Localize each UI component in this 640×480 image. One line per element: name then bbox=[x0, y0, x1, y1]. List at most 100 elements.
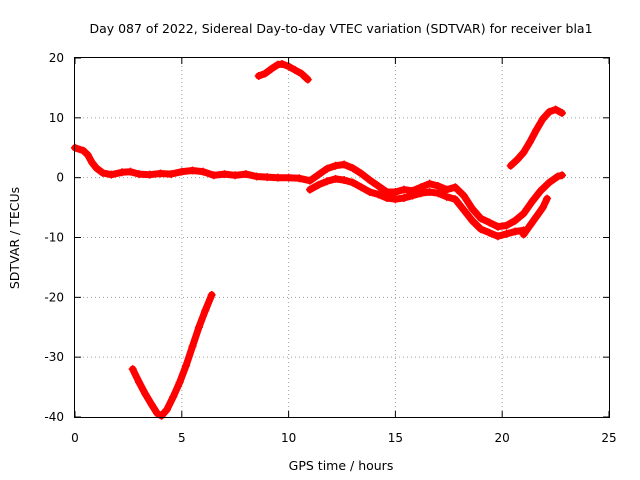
data-point bbox=[303, 75, 312, 84]
data-point bbox=[408, 191, 417, 200]
data-point bbox=[485, 228, 494, 237]
data-point bbox=[553, 172, 562, 181]
x-tick-labels: 0 5 10 15 20 25 bbox=[71, 431, 616, 445]
data-point bbox=[528, 197, 537, 206]
y-tick-labels: -40 -30 -20 -10 0 10 20 bbox=[44, 51, 64, 424]
data-point bbox=[261, 69, 270, 78]
data-point bbox=[147, 401, 156, 410]
data-point bbox=[493, 232, 502, 241]
data-point bbox=[538, 115, 547, 124]
x-tick-label: 5 bbox=[178, 431, 186, 445]
data-point bbox=[502, 229, 511, 238]
data-point bbox=[532, 125, 541, 134]
data-point bbox=[284, 173, 293, 182]
data-point bbox=[263, 173, 272, 182]
data-point bbox=[476, 214, 485, 223]
data-point bbox=[153, 409, 162, 418]
data-point bbox=[459, 205, 468, 214]
series-main-band-lower bbox=[305, 174, 528, 241]
data-series bbox=[71, 59, 567, 420]
data-point bbox=[98, 168, 107, 177]
data-point bbox=[295, 174, 304, 183]
data-point bbox=[107, 170, 116, 179]
data-point bbox=[451, 195, 460, 204]
data-point bbox=[145, 170, 154, 179]
data-point bbox=[511, 227, 520, 236]
data-point bbox=[92, 164, 101, 173]
data-point bbox=[493, 222, 502, 231]
data-point bbox=[525, 221, 534, 230]
y-tick-label: -40 bbox=[44, 410, 64, 424]
y-tick-label: -30 bbox=[44, 350, 64, 364]
x-axis-label: GPS time / hours bbox=[289, 458, 394, 473]
chart-title: Day 087 of 2022, Sidereal Day-to-day VTE… bbox=[89, 21, 592, 36]
y-tick-label: -20 bbox=[44, 290, 64, 304]
series-late-upper-branch bbox=[506, 105, 567, 170]
data-point bbox=[331, 174, 340, 183]
data-point bbox=[201, 306, 210, 315]
series-late-lower-branch bbox=[519, 194, 552, 239]
x-tick-label: 10 bbox=[281, 431, 296, 445]
data-point bbox=[558, 171, 567, 180]
data-point bbox=[254, 71, 263, 80]
data-point bbox=[135, 170, 144, 179]
data-point bbox=[532, 212, 541, 221]
data-point bbox=[141, 390, 150, 399]
data-point bbox=[538, 203, 547, 212]
data-point bbox=[252, 172, 261, 181]
data-point bbox=[199, 167, 208, 176]
data-point bbox=[543, 194, 552, 203]
data-point bbox=[188, 166, 197, 175]
data-point bbox=[340, 160, 349, 169]
data-point bbox=[273, 173, 282, 182]
data-point bbox=[297, 69, 306, 78]
data-point bbox=[207, 290, 216, 299]
y-tick-label: 0 bbox=[56, 171, 64, 185]
data-point bbox=[156, 169, 165, 178]
data-point bbox=[291, 65, 300, 74]
data-point bbox=[88, 158, 97, 167]
series-upper-arc bbox=[254, 59, 312, 84]
data-point bbox=[425, 188, 434, 197]
plot-frame bbox=[74, 57, 610, 418]
data-point bbox=[468, 204, 477, 213]
data-point bbox=[241, 170, 250, 179]
data-point bbox=[525, 137, 534, 146]
data-point bbox=[267, 64, 276, 73]
data-point bbox=[278, 59, 287, 68]
y-tick-label: -10 bbox=[44, 231, 64, 245]
data-point bbox=[365, 188, 374, 197]
data-point bbox=[340, 176, 349, 185]
data-point bbox=[182, 361, 191, 370]
data-point bbox=[79, 146, 88, 155]
data-point bbox=[231, 171, 240, 180]
series-v-dip bbox=[128, 290, 216, 420]
data-point bbox=[485, 218, 494, 227]
data-point bbox=[128, 365, 137, 374]
data-point bbox=[162, 405, 171, 414]
data-point bbox=[331, 161, 340, 170]
data-point bbox=[434, 189, 443, 198]
data-point bbox=[417, 189, 426, 198]
data-point bbox=[314, 180, 323, 189]
grid-lines bbox=[75, 58, 609, 417]
x-tick-label: 0 bbox=[71, 431, 79, 445]
data-point bbox=[442, 192, 451, 201]
data-point bbox=[536, 186, 545, 195]
x-tick-label: 15 bbox=[388, 431, 403, 445]
data-point bbox=[126, 167, 135, 176]
data-point bbox=[117, 168, 126, 177]
data-point bbox=[323, 177, 332, 186]
data-point bbox=[209, 171, 218, 180]
data-point bbox=[399, 185, 408, 194]
data-point bbox=[468, 216, 477, 225]
data-point bbox=[391, 195, 400, 204]
data-point bbox=[425, 179, 434, 188]
data-point bbox=[399, 194, 408, 203]
data-point bbox=[374, 182, 383, 191]
data-point bbox=[365, 176, 374, 185]
data-point bbox=[323, 164, 332, 173]
data-point bbox=[177, 167, 186, 176]
